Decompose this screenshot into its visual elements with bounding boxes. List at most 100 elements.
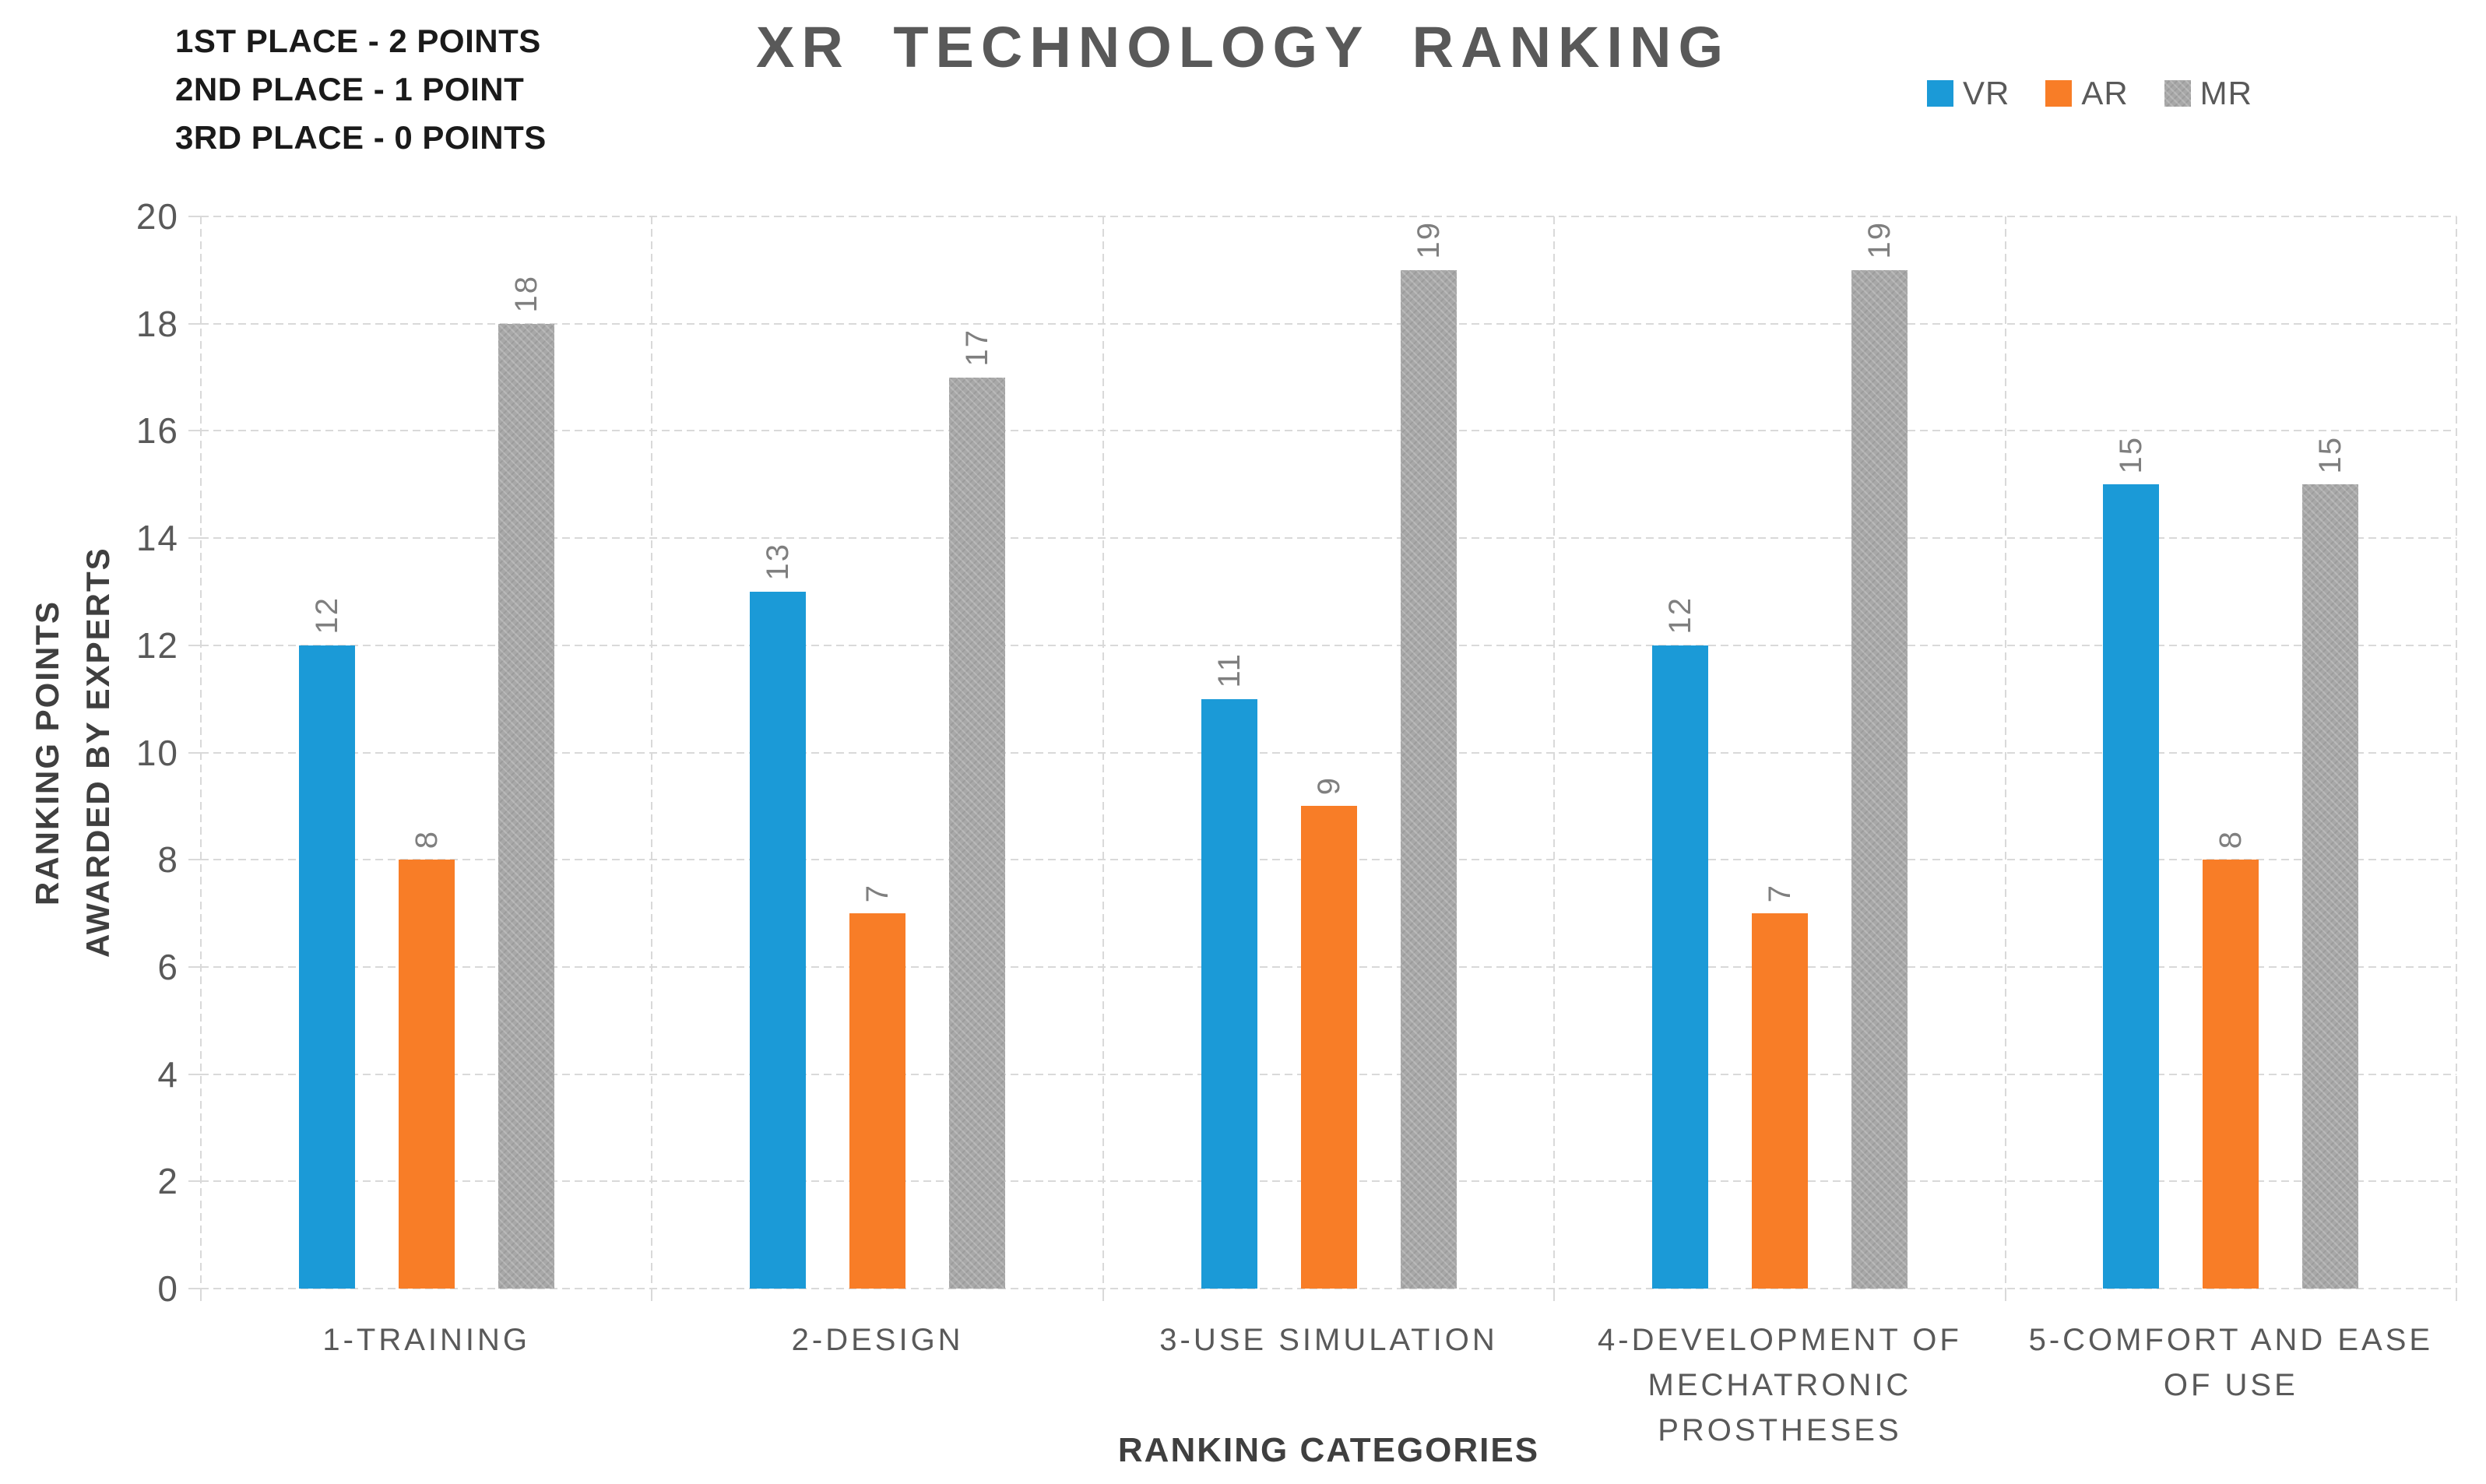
y-axis-title: RANKING POINTS AWARDED BY EXPERTS [29,547,117,958]
bar-fill-ar [1751,913,1808,1289]
y-tick-mark-14 [188,537,201,540]
y-tick-label-4: 4 [157,1053,179,1095]
y-tick-mark-4 [188,1073,201,1075]
bar-value-label: 8 [409,829,444,849]
bar-fill-ar [849,913,906,1289]
bar-fill-mr [498,323,554,1289]
x-category-label-4: 4-DEVELOPMENT OF MECHATRONIC PROSTHESES [1598,1323,1962,1447]
x-tick-mark-0 [200,1289,202,1301]
bar-ar-category-2: 7 [849,216,906,1289]
plot-area: 12 8 18 13 7 17 11 9 19 12 7 19 15 8 15 [188,216,2457,1301]
y-tick-label-10: 10 [135,732,179,773]
category-group-1: 12 8 18 [201,216,652,1289]
x-tick-mark-2 [1102,1289,1104,1301]
bar-value-label: 7 [860,883,895,903]
category-separator-3 [1553,216,1556,1289]
bar-vr-category-2: 13 [750,216,807,1289]
legend-item-vr: VR [1926,75,2010,112]
bar-value-label: 11 [1211,652,1247,688]
bar-value-label: 7 [1762,883,1797,903]
bar-mr-category-3: 19 [1400,216,1457,1289]
y-tick-mark-8 [188,859,201,861]
bar-value-label: 8 [2213,829,2249,849]
y-tick-mark-6 [188,965,201,968]
x-category-label-2: 2-DESIGN [791,1323,964,1357]
bar-fill-mr [1851,269,1908,1289]
y-tick-mark-2 [188,1180,201,1183]
y-tick-mark-18 [188,322,201,325]
bar-fill-vr [298,645,355,1289]
bar-value-label: 13 [761,543,796,581]
bar-fill-mr [949,377,1006,1289]
y-tick-mark-10 [188,751,201,754]
category-group-3: 11 9 19 [1103,216,1554,1289]
gridline-y-0 [201,1288,2456,1289]
bar-ar-category-5: 8 [2203,216,2259,1289]
bar-mr-category-4: 19 [1851,216,1908,1289]
y-tick-label-18: 18 [135,303,179,344]
bar-vr-category-5: 15 [2103,216,2160,1289]
legend-item-mr: MR [2164,75,2252,112]
chart-title: XR TECHNOLOGY RANKING [755,15,1731,79]
gridline-y-20 [201,216,2456,217]
x-axis-title: RANKING CATEGORIES [1117,1431,1540,1469]
y-tick-label-0: 0 [157,1268,179,1309]
legend-label-vr: VR [1962,75,2010,111]
bar-value-label: 17 [960,329,995,367]
bar-fill-mr [2302,484,2359,1289]
legend: VR AR MR [1926,75,2252,112]
category-separator-5 [2456,216,2457,1289]
y-tick-label-14: 14 [135,518,179,559]
category-group-2: 13 7 17 [652,216,1102,1289]
bar-ar-category-3: 9 [1300,216,1357,1289]
x-category-label-3: 3-USE SIMULATION [1159,1323,1498,1357]
y-tick-label-20: 20 [135,196,179,237]
bar-vr-category-1: 12 [298,216,355,1289]
category-separator-2 [1102,216,1104,1289]
scoring-annotation: 1ST PLACE - 2 POINTS 2ND PLACE - 1 POINT… [175,23,547,156]
gridline-y-14 [201,537,2456,540]
x-tick-mark-5 [2456,1289,2457,1301]
bar-vr-category-3: 11 [1201,216,1257,1289]
legend-label-ar: AR [2081,75,2129,111]
bar-fill-mr [1400,269,1457,1289]
x-tick-mark-3 [1553,1289,1556,1301]
bar-mr-category-5: 15 [2302,216,2359,1289]
bar-ar-category-1: 8 [398,216,455,1289]
gridline-y-12 [201,644,2456,646]
x-category-label-5: 5-COMFORT AND EASE OF USE [2028,1323,2434,1402]
bar-groups: 12 8 18 13 7 17 11 9 19 12 7 19 15 8 15 [201,216,2456,1289]
legend-item-ar: AR [2045,75,2128,112]
legend-label-mr: MR [2199,75,2252,111]
bar-fill-vr [1201,698,1257,1289]
y-tick-mark-12 [188,644,201,646]
category-group-5: 15 8 15 [2006,216,2456,1289]
bar-value-label: 9 [1311,776,1346,796]
bar-ar-category-4: 7 [1751,216,1808,1289]
bar-value-label: 18 [508,275,543,313]
gridline-y-16 [201,430,2456,432]
y-tick-label-2: 2 [157,1161,179,1202]
x-category-label-1: 1-TRAINING [322,1323,531,1357]
y-tick-mark-0 [188,1288,201,1289]
bar-mr-category-2: 17 [949,216,1006,1289]
gridline-y-18 [201,322,2456,325]
x-tick-mark-4 [2004,1289,2006,1301]
bar-value-label: 12 [309,596,344,635]
y-tick-label-8: 8 [157,839,179,881]
legend-swatch-ar [2045,80,2073,107]
bar-value-label: 19 [1862,221,1897,259]
y-axis-tick-labels: 0 2 4 6 8 10 12 14 16 18 20 [0,199,179,1306]
bar-fill-vr [750,591,807,1289]
category-separator-1 [651,216,653,1289]
y-tick-mark-20 [188,216,201,217]
bar-value-label: 15 [2114,435,2149,474]
x-tick-mark-1 [651,1289,653,1301]
bar-vr-category-4: 12 [1651,216,1708,1289]
bar-fill-ar [1300,806,1357,1289]
y-tick-label-12: 12 [135,624,179,666]
category-group-4: 12 7 19 [1554,216,2005,1289]
legend-swatch-mr [2164,80,2191,107]
y-tick-label-16: 16 [135,410,179,452]
